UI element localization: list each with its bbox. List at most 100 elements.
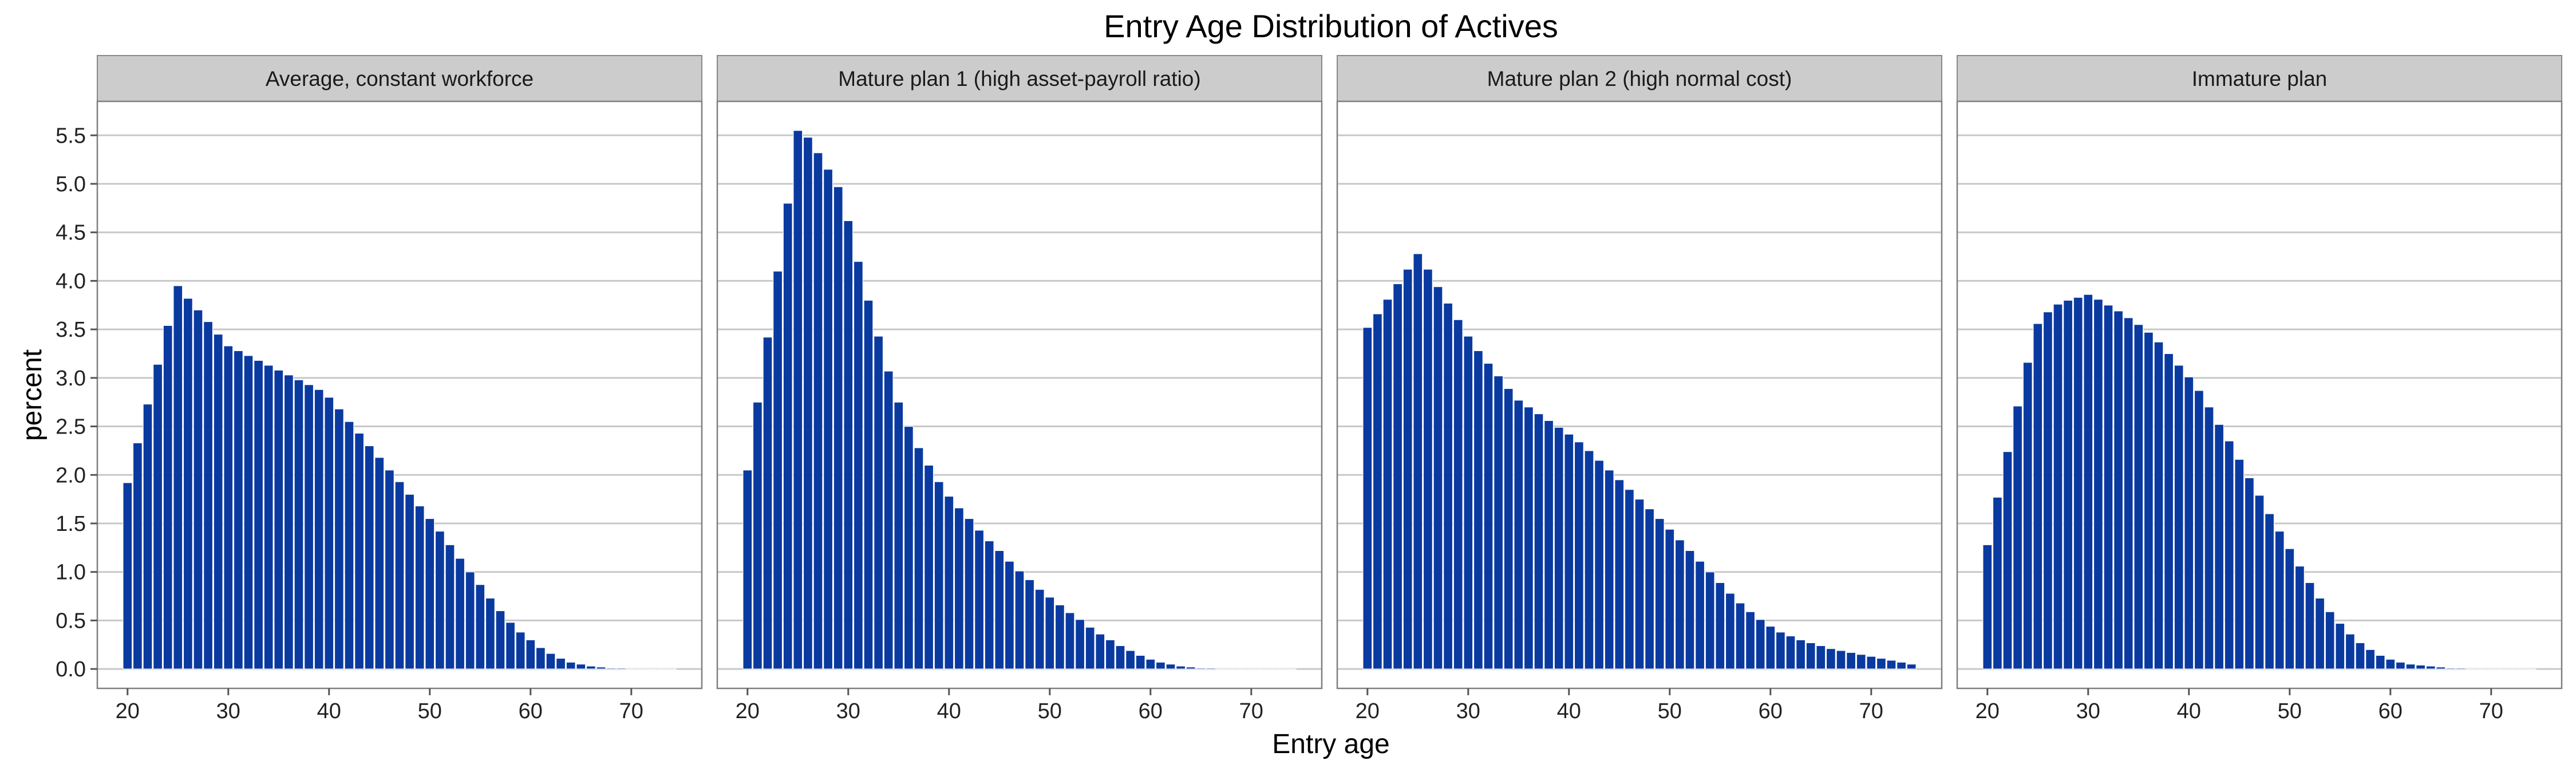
x-tick-label: 50 xyxy=(1038,699,1062,723)
bar xyxy=(364,445,374,669)
bar xyxy=(576,664,586,669)
bar xyxy=(445,544,455,669)
bar xyxy=(974,530,985,669)
bar xyxy=(1025,579,1035,669)
bar xyxy=(1876,657,1886,669)
bar xyxy=(1645,508,1655,669)
bar xyxy=(274,369,284,669)
bar xyxy=(606,667,617,669)
facet-strip xyxy=(97,55,702,102)
bar xyxy=(193,309,203,669)
bar xyxy=(203,321,214,669)
bar xyxy=(263,365,274,669)
bar xyxy=(2305,582,2315,669)
bar xyxy=(304,384,314,669)
bar xyxy=(1755,619,1765,669)
bar xyxy=(2134,324,2144,669)
bar xyxy=(1665,529,1675,669)
panel-border xyxy=(96,100,703,690)
bar xyxy=(762,337,773,669)
bar xyxy=(354,432,365,669)
bar xyxy=(1614,479,1625,669)
x-tick-label: 60 xyxy=(519,699,543,723)
bar xyxy=(2294,565,2305,669)
bar xyxy=(2254,495,2265,669)
bar xyxy=(1866,656,1876,669)
bar xyxy=(334,408,344,669)
bar xyxy=(1135,655,1145,669)
bar xyxy=(384,470,394,669)
bar xyxy=(1105,639,1115,669)
bar xyxy=(1574,442,1584,669)
bar xyxy=(2214,424,2225,669)
bar xyxy=(1085,627,1095,669)
bar xyxy=(1372,313,1382,669)
bar xyxy=(616,667,626,669)
bar xyxy=(1544,420,1554,669)
y-tick-label: 2.0 xyxy=(56,463,86,487)
bar xyxy=(2345,633,2355,669)
bar xyxy=(233,350,243,669)
bar xyxy=(2445,667,2456,669)
bar xyxy=(1846,652,1856,669)
bar xyxy=(1503,388,1514,669)
bar xyxy=(1463,336,1473,669)
bar xyxy=(1654,518,1665,669)
x-axis-label: Entry age xyxy=(1272,729,1389,759)
y-tick-label: 4.0 xyxy=(56,269,86,293)
bar xyxy=(2002,451,2013,669)
bar xyxy=(324,397,334,669)
bar xyxy=(505,622,516,669)
bar xyxy=(515,632,526,669)
bar xyxy=(132,442,143,669)
bar xyxy=(1004,561,1014,669)
bar xyxy=(2335,623,2345,669)
bar xyxy=(2053,304,2063,669)
bar xyxy=(566,661,576,669)
panels-layer: Average, constant workforce 20 30 40 50 60 70 M… xyxy=(56,55,2563,723)
bar xyxy=(803,137,813,669)
bar xyxy=(2244,477,2254,669)
bar xyxy=(2174,365,2184,669)
bar xyxy=(1992,497,2002,669)
facet-panel: Mature plan 1 (high asset-payroll ratio)… xyxy=(716,55,1323,723)
x-tick-label: 20 xyxy=(116,699,140,723)
bar xyxy=(1393,283,1403,669)
bar xyxy=(1206,667,1216,669)
bar xyxy=(2355,642,2365,669)
bar xyxy=(1816,645,1826,669)
bar xyxy=(894,401,904,669)
bar xyxy=(934,481,944,669)
x-tick-label: 40 xyxy=(2177,699,2201,723)
bar xyxy=(2456,667,2466,669)
bar xyxy=(414,505,425,669)
bar xyxy=(213,334,223,669)
bar xyxy=(1095,633,1105,669)
bar xyxy=(294,379,304,669)
x-tick-label: 30 xyxy=(1456,699,1480,723)
facet-panel: Mature plan 2 (high normal cost) 20 30 40 50… xyxy=(1336,55,1943,723)
bar xyxy=(823,168,833,669)
facet-strip-label: Average, constant workforce xyxy=(266,67,534,90)
x-tick-label: 70 xyxy=(619,699,643,723)
bar xyxy=(1382,299,1393,669)
bar xyxy=(1453,319,1463,669)
bar xyxy=(465,572,475,669)
bar xyxy=(2234,459,2245,669)
bar xyxy=(596,667,606,669)
bar xyxy=(2224,440,2234,669)
bar xyxy=(2113,310,2124,669)
facet-strip-label: Mature plan 2 (high normal cost) xyxy=(1487,67,1792,90)
x-tick-label: 20 xyxy=(1976,699,2000,723)
bar xyxy=(2436,667,2446,669)
bar xyxy=(1155,661,1165,669)
bar xyxy=(123,482,133,669)
bar xyxy=(1554,427,1564,669)
bar xyxy=(2285,548,2295,669)
bar xyxy=(1897,661,1907,669)
bar xyxy=(914,447,924,669)
bar xyxy=(2325,611,2335,669)
bar xyxy=(783,203,793,669)
